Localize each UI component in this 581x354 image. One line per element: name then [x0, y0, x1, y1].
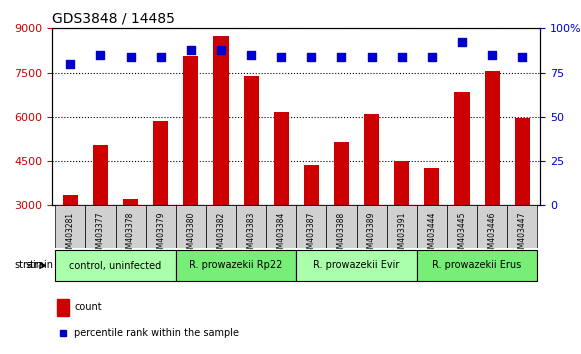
FancyBboxPatch shape [507, 205, 537, 248]
Text: GSM403383: GSM403383 [246, 212, 256, 258]
Bar [454, 92, 469, 205]
Text: GSM403378: GSM403378 [126, 212, 135, 258]
Text: percentile rank within the sample: percentile rank within the sample [74, 328, 239, 338]
FancyBboxPatch shape [116, 205, 146, 248]
Point [66, 61, 75, 67]
Bar [424, 169, 439, 205]
Point [156, 54, 166, 59]
Bar [213, 36, 228, 205]
FancyBboxPatch shape [236, 205, 266, 248]
Point [337, 54, 346, 59]
Text: GSM403391: GSM403391 [397, 212, 406, 258]
Bar [243, 75, 259, 205]
Text: R. prowazekii Evir: R. prowazekii Evir [313, 261, 400, 270]
Text: GSM403387: GSM403387 [307, 212, 316, 258]
Text: GSM403447: GSM403447 [518, 212, 527, 258]
Text: GSM403377: GSM403377 [96, 212, 105, 258]
FancyBboxPatch shape [55, 205, 85, 248]
FancyBboxPatch shape [266, 205, 296, 248]
Point [277, 54, 286, 59]
Point [427, 54, 436, 59]
Bar [334, 142, 349, 205]
Bar [274, 113, 289, 205]
Text: GSM403388: GSM403388 [337, 212, 346, 258]
Text: GSM403446: GSM403446 [487, 212, 497, 258]
Bar [63, 195, 78, 205]
FancyBboxPatch shape [327, 205, 357, 248]
Bar [485, 71, 500, 205]
Text: GSM403382: GSM403382 [217, 212, 225, 258]
Text: control, uninfected: control, uninfected [69, 261, 162, 270]
Point [307, 54, 316, 59]
Text: count: count [74, 302, 102, 312]
Bar [515, 118, 530, 205]
FancyBboxPatch shape [176, 205, 206, 248]
Point [246, 52, 256, 58]
Point [216, 47, 225, 52]
Text: GSM403384: GSM403384 [277, 212, 286, 258]
Text: GSM403389: GSM403389 [367, 212, 376, 258]
Bar [364, 114, 379, 205]
FancyBboxPatch shape [55, 250, 176, 281]
Text: GSM403379: GSM403379 [156, 212, 165, 258]
Text: R. prowazekii Erus: R. prowazekii Erus [432, 261, 522, 270]
Text: R. prowazekii Rp22: R. prowazekii Rp22 [189, 261, 283, 270]
Text: GSM403445: GSM403445 [457, 212, 467, 258]
FancyBboxPatch shape [447, 205, 477, 248]
Bar [93, 145, 108, 205]
Bar [304, 166, 319, 205]
Text: GDS3848 / 14485: GDS3848 / 14485 [52, 12, 175, 26]
Bar [184, 56, 198, 205]
FancyBboxPatch shape [146, 205, 176, 248]
Point [518, 54, 527, 59]
FancyBboxPatch shape [387, 205, 417, 248]
Bar [57, 299, 69, 316]
Point [187, 47, 196, 52]
Point [397, 54, 406, 59]
FancyBboxPatch shape [417, 205, 447, 248]
FancyBboxPatch shape [85, 205, 116, 248]
FancyBboxPatch shape [417, 250, 537, 281]
Text: GSM403444: GSM403444 [428, 212, 436, 258]
Bar [394, 161, 409, 205]
Point [487, 52, 497, 58]
Bar [123, 199, 138, 205]
Text: GSM403380: GSM403380 [187, 212, 195, 258]
Point [126, 54, 135, 59]
FancyBboxPatch shape [176, 250, 296, 281]
FancyBboxPatch shape [296, 205, 327, 248]
Bar [153, 121, 168, 205]
Point [457, 40, 467, 45]
Text: GSM403281: GSM403281 [66, 212, 75, 258]
Point [367, 54, 376, 59]
FancyBboxPatch shape [296, 250, 417, 281]
FancyBboxPatch shape [357, 205, 387, 248]
Text: strain: strain [15, 261, 43, 270]
Text: strain: strain [26, 261, 54, 270]
Point [96, 52, 105, 58]
FancyBboxPatch shape [206, 205, 236, 248]
FancyBboxPatch shape [477, 205, 507, 248]
